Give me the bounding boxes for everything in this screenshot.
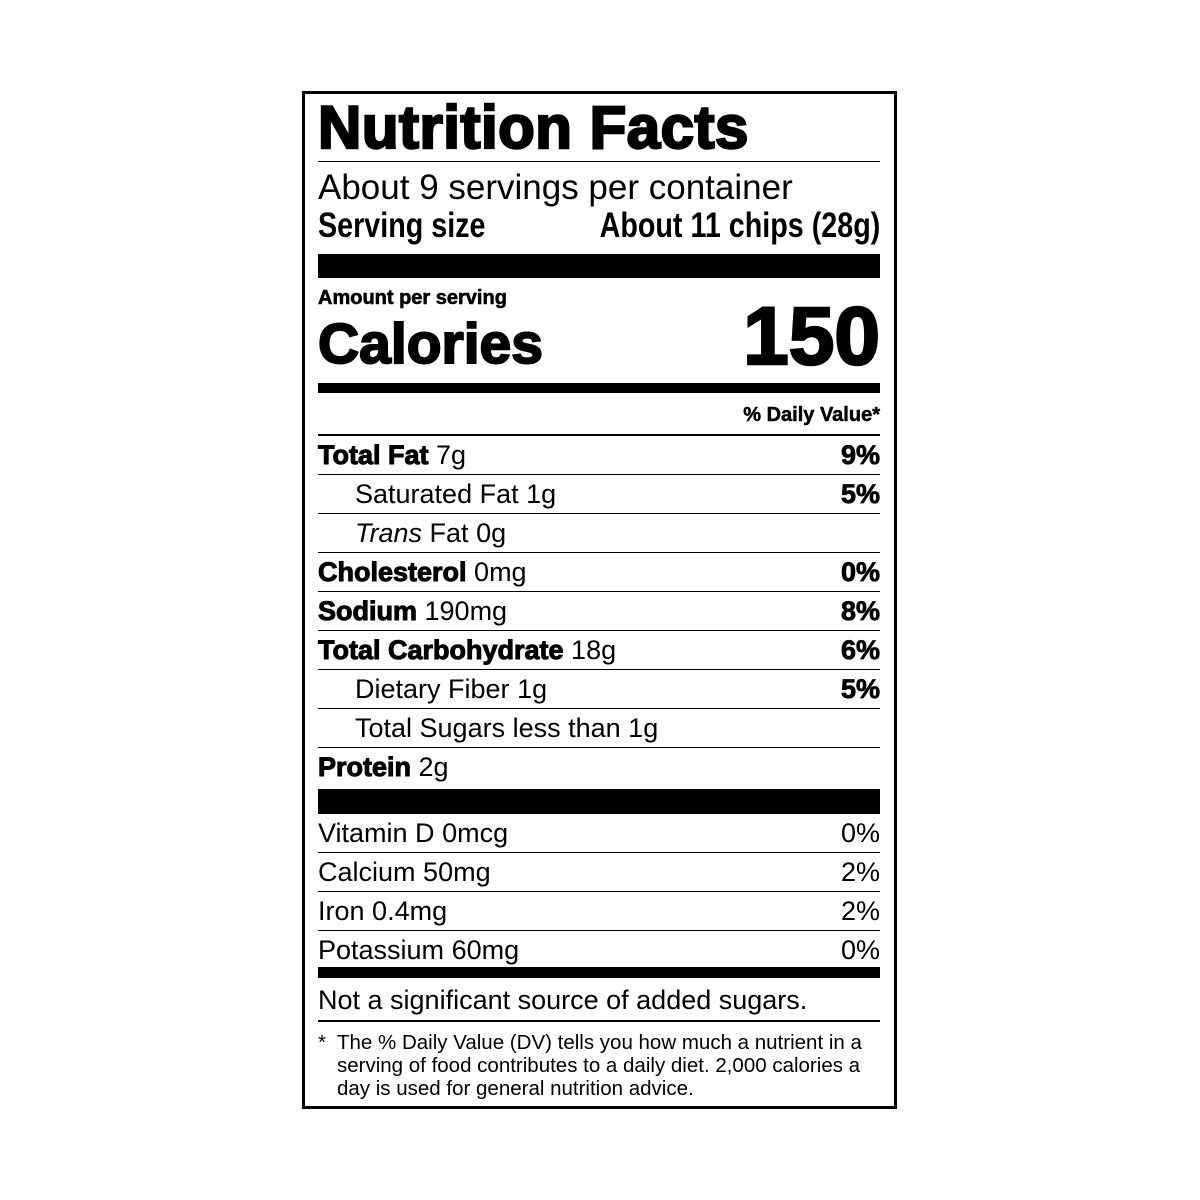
- nutrient-list: Total Fat 7g 9% Saturated Fat 1g 5% Trans …: [317, 436, 880, 786]
- nutrition-label-border: [302, 91, 897, 1109]
- vitamin-name: Vitamin D: [318, 817, 435, 848]
- thick-divider: [318, 254, 880, 278]
- nutrient-row-dietary-fiber: Dietary Fiber 1g 5%: [318, 670, 880, 709]
- nutrient-dv: 8%: [840, 595, 881, 626]
- amount-per-serving: Amount per serving: [318, 287, 508, 310]
- vitamin-list: Vitamin D 0mcg 0% Calcium 50mg 2% Iron 0.4…: [318, 814, 880, 969]
- nutrient-row-total-carbohydrate: Total Carbohydrate 18g 6%: [318, 631, 880, 670]
- nutrient-name-italic: Trans: [355, 517, 423, 548]
- footnote: * The % Daily Value (DV) tells you how m…: [318, 1031, 880, 1100]
- nutrient-name: Total Carbohydrate: [318, 634, 565, 665]
- vitamin-name: Iron: [318, 895, 365, 926]
- vitamin-amount: 60mg: [451, 934, 520, 965]
- nutrient-amount: 2g: [418, 751, 449, 782]
- vitamin-dv: 0%: [840, 934, 880, 965]
- nutrient-row-total-sugars: Total Sugars less than 1g: [318, 709, 880, 748]
- nutrient-row-cholesterol: Cholesterol 0mg 0%: [318, 553, 880, 592]
- calories-value: 150: [742, 291, 881, 382]
- vitamin-amount: 50mg: [423, 856, 491, 887]
- medium-divider: [318, 383, 880, 393]
- footnote-text: The % Daily Value (DV) tells you how muc…: [337, 1031, 862, 1100]
- nutrient-name: Total Fat: [318, 439, 429, 470]
- nutrient-amount: 1g: [517, 673, 548, 704]
- vitamin-row-potassium: Potassium 60mg 0%: [318, 931, 880, 969]
- vitamin-row-calcium: Calcium 50mg 2%: [318, 853, 880, 892]
- nutrient-amount: 7g: [436, 439, 467, 470]
- vitamin-amount: 0.4mg: [372, 895, 448, 926]
- nutrient-name: Saturated Fat: [355, 478, 519, 509]
- serving-size-value: About 11 chips (28g): [599, 206, 880, 245]
- vitamin-name: Potassium: [318, 934, 445, 965]
- nutrient-name: Sodium: [318, 595, 418, 626]
- added-sugars-note: Not a significant source of added sugars…: [318, 985, 808, 1015]
- thick-divider: [318, 789, 880, 814]
- nutrient-name: Dietary Fiber: [355, 673, 510, 704]
- vitamin-name: Calcium: [318, 856, 416, 887]
- label-title: Nutrition Facts: [317, 94, 750, 161]
- nutrient-amount: 0g: [476, 517, 507, 548]
- vitamin-row-vitamin-d: Vitamin D 0mcg 0%: [318, 814, 880, 853]
- serving-size: Serving size About 11 chips (28g): [318, 206, 880, 246]
- serving-size-label: Serving size: [318, 206, 486, 245]
- nutrient-name: Protein: [317, 751, 412, 782]
- nutrient-dv: 9%: [840, 439, 881, 470]
- divider: [318, 434, 880, 436]
- nutrient-row-total-fat: Total Fat 7g 9%: [318, 436, 880, 475]
- nutrient-amount: 1g: [526, 478, 557, 509]
- nutrient-amount: 190mg: [424, 595, 508, 626]
- vitamin-row-iron: Iron 0.4mg 2%: [318, 892, 880, 931]
- nutrient-amount: 18g: [571, 634, 617, 665]
- nutrient-row-protein: Protein 2g: [317, 748, 880, 786]
- nutrient-row-sodium: Sodium 190mg 8%: [318, 592, 880, 631]
- nutrient-amount: less than 1g: [512, 712, 659, 743]
- nutrient-dv: 0%: [840, 556, 881, 587]
- nutrient-dv: 5%: [840, 478, 881, 509]
- vitamin-amount: 0mcg: [442, 817, 509, 848]
- medium-divider: [318, 967, 880, 978]
- calories-label: Calories: [317, 311, 544, 377]
- nutrient-name: Total Sugars: [355, 712, 506, 743]
- vitamin-dv: 0%: [840, 817, 880, 848]
- divider: [318, 161, 880, 162]
- divider: [318, 1020, 880, 1022]
- nutrient-name: Fat: [429, 517, 469, 548]
- nutrient-name: Cholesterol: [318, 556, 468, 587]
- nutrient-row-saturated-fat: Saturated Fat 1g 5%: [318, 475, 880, 514]
- nutrient-row-trans-fat: Trans Fat 0g: [318, 514, 880, 553]
- nutrient-dv: 6%: [840, 634, 881, 665]
- footnote-marker: *: [318, 1031, 326, 1054]
- vitamin-dv: 2%: [840, 856, 880, 887]
- nutrient-amount: 0mg: [474, 556, 527, 587]
- servings-per-container: About 9 servings per container: [318, 168, 793, 207]
- daily-value-header: % Daily Value*: [743, 404, 880, 427]
- vitamin-dv: 2%: [840, 895, 880, 926]
- nutrient-dv: 5%: [840, 673, 881, 704]
